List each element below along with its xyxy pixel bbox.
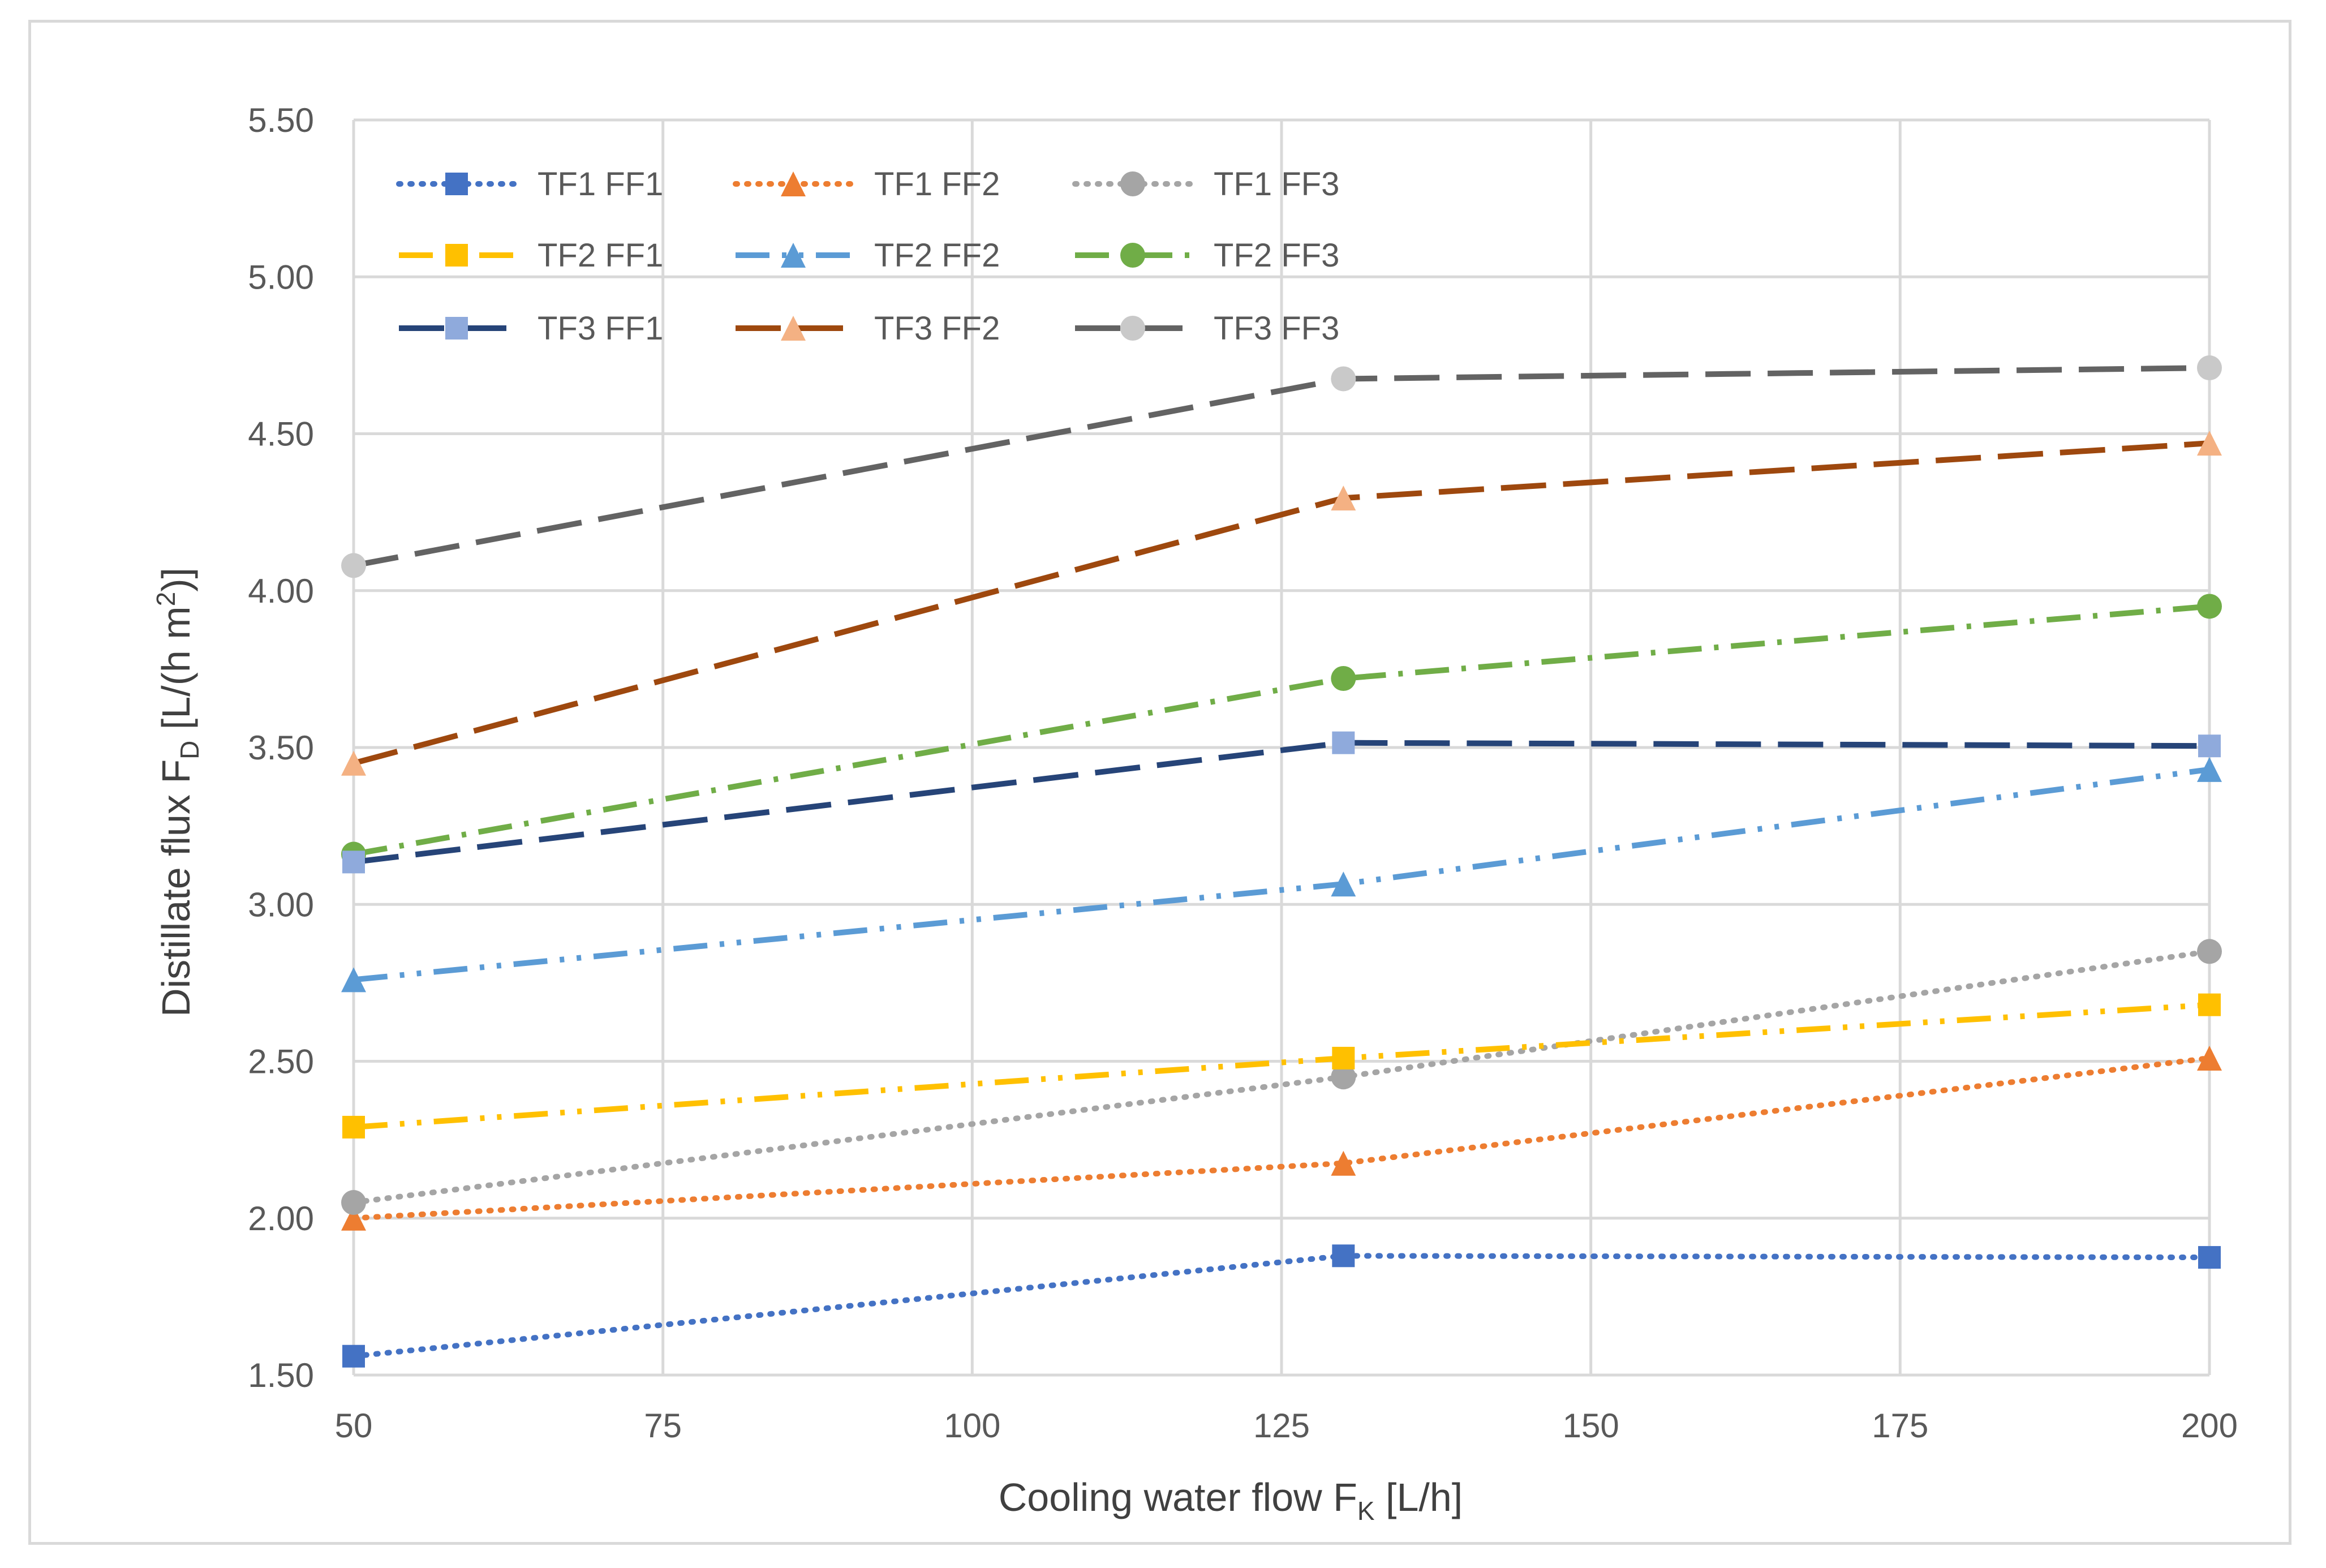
x-tick-label: 75 bbox=[644, 1407, 682, 1445]
x-axis-title-subscript: K bbox=[1357, 1496, 1375, 1526]
x-axis-title: Cooling water flow FK [L/h] bbox=[999, 1475, 1463, 1526]
legend-label: TF1 FF3 bbox=[1214, 166, 1339, 203]
series-tf1-ff2 bbox=[341, 1045, 2222, 1231]
data-point bbox=[1332, 1244, 1355, 1268]
series-tf1-ff1 bbox=[342, 1244, 2221, 1368]
legend-label: TF3 FF2 bbox=[874, 310, 1000, 347]
legend-label: TF3 FF1 bbox=[538, 310, 663, 347]
data-point bbox=[342, 1344, 365, 1368]
legend-item: TF2 FF1 bbox=[399, 237, 663, 274]
legend-item: TF3 FF3 bbox=[1075, 310, 1339, 347]
legend-item: TF1 FF1 bbox=[396, 166, 663, 203]
x-tick-label: 100 bbox=[944, 1407, 1000, 1445]
x-axis-title-unit: [L/h] bbox=[1375, 1475, 1463, 1519]
data-point bbox=[2198, 734, 2221, 758]
legend-item: TF1 FF3 bbox=[1072, 166, 1339, 203]
legend-item: TF2 FF2 bbox=[736, 237, 1000, 274]
data-point bbox=[1331, 1150, 1356, 1176]
data-point bbox=[1331, 366, 1356, 392]
data-point bbox=[341, 1205, 366, 1231]
legend-item: TF3 FF1 bbox=[399, 310, 663, 347]
y-tick-label: 2.00 bbox=[248, 1200, 314, 1238]
legend: TF1 FF1 TF1 FF2 TF1 FF3 TF2 FF1 TF2 FF2 TF2 F… bbox=[396, 166, 1339, 347]
legend-marker bbox=[781, 171, 806, 196]
data-point bbox=[341, 967, 366, 993]
data-point bbox=[1331, 486, 1356, 511]
data-point bbox=[2197, 757, 2222, 782]
x-tick-label: 175 bbox=[1872, 1407, 1928, 1445]
series-tf1-ff3 bbox=[341, 939, 2222, 1215]
legend-marker bbox=[445, 173, 468, 195]
data-point bbox=[341, 553, 366, 578]
series-tf2-ff2 bbox=[341, 757, 2222, 993]
legend-item: TF1 FF2 bbox=[733, 166, 1000, 203]
legend-marker bbox=[1120, 316, 1145, 341]
data-point bbox=[2197, 431, 2222, 456]
series-tf3-ff3 bbox=[341, 355, 2222, 578]
y-axis-title-superscript: 2 bbox=[151, 592, 180, 607]
legend-label: TF2 FF2 bbox=[874, 237, 1000, 274]
series-tf2-ff1 bbox=[342, 993, 2221, 1139]
x-tick-labels: 50 75 100 125 150 175 200 bbox=[335, 1407, 2238, 1445]
x-tick-label: 150 bbox=[1563, 1407, 1619, 1445]
legend-marker bbox=[1120, 243, 1145, 268]
series-tf3-ff1 bbox=[342, 731, 2221, 874]
data-point bbox=[2198, 1246, 2221, 1269]
legend-label: TF2 FF1 bbox=[538, 237, 663, 274]
data-point bbox=[2197, 1045, 2222, 1071]
data-point bbox=[2197, 939, 2222, 964]
grid-lines bbox=[352, 118, 2211, 1377]
y-tick-label: 5.50 bbox=[248, 101, 314, 139]
series-tf3-ff2 bbox=[341, 431, 2222, 776]
data-point bbox=[341, 750, 366, 776]
y-tick-label: 4.00 bbox=[248, 572, 314, 610]
series-line bbox=[351, 1055, 2212, 1221]
data-point bbox=[1331, 666, 1356, 691]
data-point bbox=[2197, 355, 2222, 381]
y-tick-label: 4.50 bbox=[248, 415, 314, 453]
y-axis-title-unit: [L/(h m bbox=[154, 606, 198, 740]
legend-marker bbox=[781, 243, 806, 268]
y-tick-label: 3.00 bbox=[248, 886, 314, 923]
chart-frame bbox=[28, 20, 2291, 1545]
y-tick-label: 1.50 bbox=[248, 1356, 314, 1394]
y-tick-label: 3.50 bbox=[248, 729, 314, 767]
legend-marker bbox=[1120, 171, 1145, 196]
legend-label: TF3 FF3 bbox=[1214, 310, 1339, 347]
legend-marker bbox=[445, 317, 468, 340]
legend-label: TF2 FF3 bbox=[1214, 237, 1339, 274]
data-point bbox=[1331, 1064, 1356, 1090]
data-point bbox=[1331, 871, 1356, 897]
x-tick-label: 200 bbox=[2181, 1407, 2238, 1445]
data-point bbox=[342, 850, 365, 874]
data-point bbox=[1332, 731, 1355, 754]
data-point bbox=[2197, 594, 2222, 619]
data-point bbox=[341, 1190, 366, 1215]
data-point bbox=[342, 1115, 365, 1139]
data-point bbox=[1332, 1046, 1355, 1069]
y-axis-title: Distillate flux FD [L/(h m2)] bbox=[151, 568, 204, 1017]
y-tick-label: 5.00 bbox=[248, 258, 314, 296]
legend-item: TF2 FF3 bbox=[1075, 237, 1339, 274]
y-axis-title-close: )] bbox=[154, 568, 198, 592]
series-group bbox=[341, 355, 2222, 1368]
y-axis-title-subscript: D bbox=[175, 741, 204, 759]
x-tick-label: 125 bbox=[1253, 1407, 1310, 1445]
y-tick-labels: 1.50 2.00 2.50 3.00 3.50 4.00 4.50 5.00 5.50 bbox=[248, 101, 314, 1394]
y-tick-label: 2.50 bbox=[248, 1043, 314, 1081]
legend-marker bbox=[445, 244, 468, 267]
x-tick-label: 50 bbox=[335, 1407, 373, 1445]
legend-item: TF3 FF2 bbox=[736, 310, 1000, 347]
series-line bbox=[353, 603, 2210, 857]
legend-label: TF1 FF1 bbox=[538, 166, 663, 203]
legend-label: TF1 FF2 bbox=[874, 166, 1000, 203]
data-point bbox=[2198, 993, 2221, 1016]
legend-marker bbox=[781, 316, 806, 341]
